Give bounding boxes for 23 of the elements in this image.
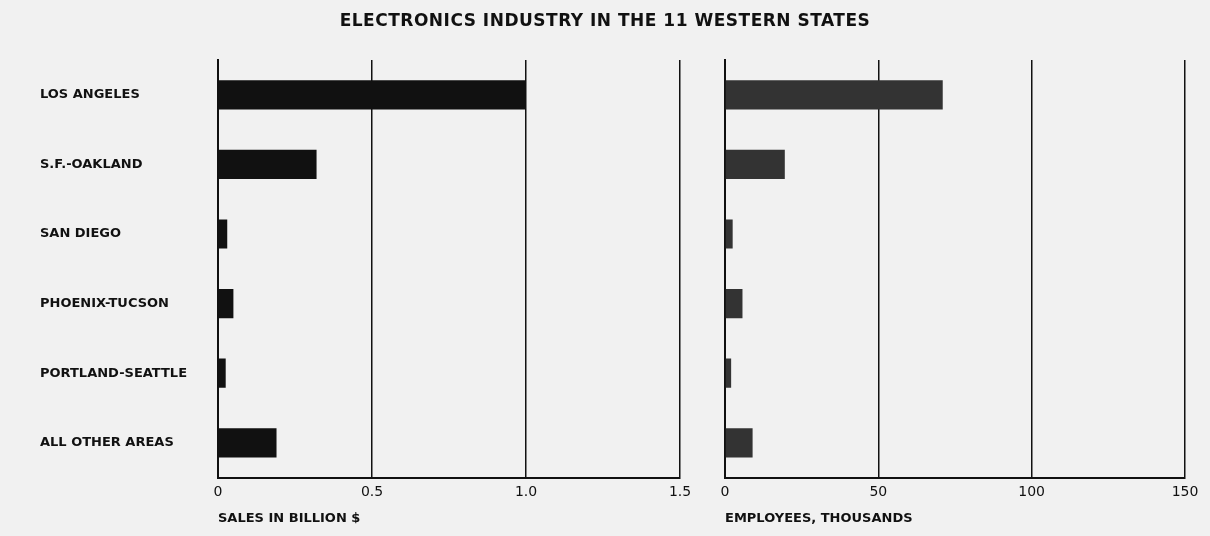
x-tick-label: 1.0 (514, 482, 538, 499)
bar (725, 358, 732, 388)
y-tick-label: LOS ANGELES (40, 86, 140, 102)
bar (725, 428, 753, 458)
bar (725, 80, 943, 110)
x-tick-label: 0 (213, 482, 223, 499)
x-tick-label: 1.5 (668, 482, 692, 499)
x-axis-title: EMPLOYEES, THOUSANDS (725, 509, 913, 525)
y-tick-label: ALL OTHER AREAS (40, 434, 174, 450)
x-axis-title: SALES IN BILLION $ (218, 509, 361, 525)
y-tick-label: PORTLAND-SEATTLE (40, 364, 188, 380)
x-tick-label: 150 (1171, 482, 1199, 499)
y-tick-label: SAN DIEGO (40, 225, 122, 241)
x-tick-label: 50 (869, 482, 888, 499)
bar (725, 288, 743, 319)
x-tick-label: 0.5 (360, 482, 384, 499)
y-tick-label: S.F.-OAKLAND (40, 155, 143, 171)
x-tick-label: 100 (1018, 482, 1046, 499)
chart-title: ELECTRONICS INDUSTRY IN THE 11 WESTERN STATES (338, 10, 872, 30)
bar (725, 219, 733, 249)
y-tick-label: PHOENIX-TUCSON (40, 294, 170, 310)
bar (725, 149, 785, 180)
x-tick-label: 0 (720, 482, 730, 499)
